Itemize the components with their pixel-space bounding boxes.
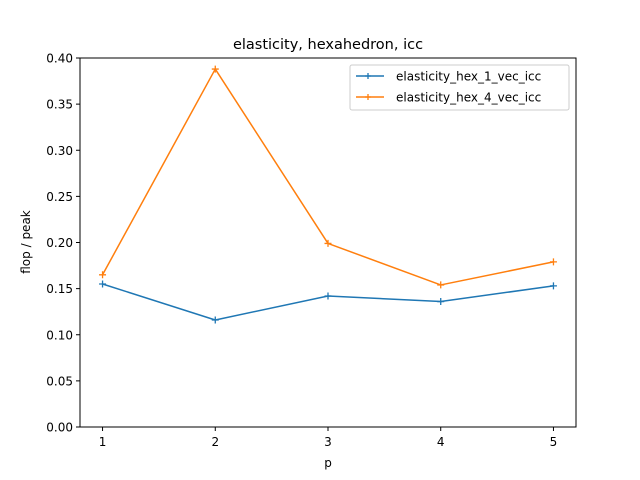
y-tick-label: 0.35 xyxy=(46,98,73,112)
y-tick-label: 0.05 xyxy=(46,374,73,388)
legend-marker-series-1 xyxy=(365,73,371,79)
chart-title: elasticity, hexahedron, icc xyxy=(233,37,423,53)
y-tick-label: 0.10 xyxy=(46,328,73,342)
y-axis: 0.00 0.05 0.10 0.15 0.20 0.25 0.30 0.35 0.40 xyxy=(46,52,80,435)
data-point-series-2 xyxy=(211,65,219,73)
data-point-series-1 xyxy=(211,316,219,324)
y-tick-label: 0.15 xyxy=(46,282,73,296)
legend-box xyxy=(349,64,570,111)
data-point-series-2 xyxy=(324,239,332,247)
y-tick-label: 0.40 xyxy=(46,52,73,66)
x-axis-label: p xyxy=(324,456,332,470)
x-tick-label: 5 xyxy=(550,435,558,449)
x-tick-label: 1 xyxy=(99,435,107,449)
x-tick-label: 4 xyxy=(437,435,445,449)
legend-label-series-1: elasticity_hex_1_vec_icc xyxy=(396,70,541,84)
legend-label-series-2: elasticity_hex_4_vec_icc xyxy=(396,91,541,105)
legend-marker-series-2 xyxy=(365,94,371,100)
legend: elasticity_hex_1_vec_icc elasticity_hex_… xyxy=(349,64,570,111)
data-point-series-1 xyxy=(549,282,557,290)
plot-frame xyxy=(79,57,577,428)
data-point-series-2 xyxy=(437,281,445,289)
x-tick-label: 2 xyxy=(211,435,219,449)
y-tick-label: 0.00 xyxy=(46,421,73,435)
data-point-series-1 xyxy=(437,298,445,306)
data-point-series-2 xyxy=(99,271,107,279)
y-axis-label: flop / peak xyxy=(19,210,33,274)
data-point-series-1 xyxy=(99,280,107,288)
x-axis: 1 2 3 4 5 xyxy=(99,427,558,449)
data-point-series-2 xyxy=(549,258,557,266)
data-point-series-1 xyxy=(324,292,332,300)
y-tick-label: 0.20 xyxy=(46,236,73,250)
plot-area xyxy=(99,65,557,324)
x-tick-label: 3 xyxy=(324,435,332,449)
y-tick-label: 0.25 xyxy=(46,190,73,204)
y-tick-label: 0.30 xyxy=(46,144,73,158)
